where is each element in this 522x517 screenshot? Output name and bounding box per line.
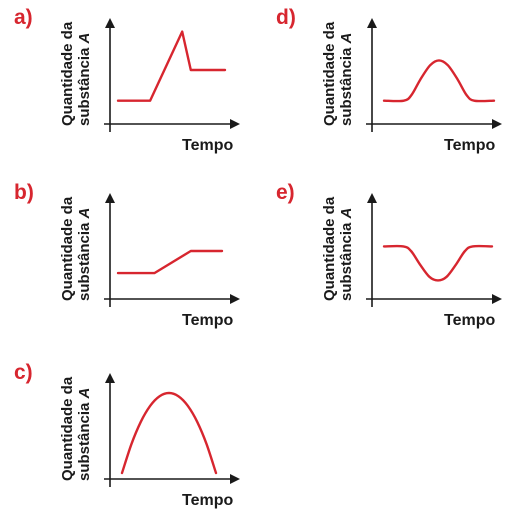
series-line-c-0 bbox=[120, 391, 218, 475]
chart-panel-b: b) Quantidade da substância A Tempo bbox=[0, 175, 250, 340]
y-axis-label-line1: Quantidade da bbox=[321, 196, 338, 301]
series-line-a-0 bbox=[116, 30, 227, 102]
chart-panel-c: c) Quantidade da substância A Tempo bbox=[0, 355, 250, 517]
y-axis-arrow-icon bbox=[105, 18, 115, 28]
x-axis-label-c: Tempo bbox=[182, 492, 233, 509]
chart-panel-a: a) Quantidade da substância A Tempo bbox=[0, 0, 250, 165]
panel-letter-c: c) bbox=[14, 361, 33, 384]
series-line-e-0 bbox=[382, 244, 494, 282]
y-axis-label-line2: substância A bbox=[76, 208, 93, 301]
panel-letter-d: d) bbox=[276, 6, 296, 29]
series-line-b-0 bbox=[116, 249, 224, 275]
x-axis-arrow-icon bbox=[230, 474, 240, 484]
y-axis-label-line2: substância A bbox=[338, 33, 355, 126]
y-axis-label-c: Quantidade da substância A bbox=[59, 376, 93, 481]
x-axis-label-d: Tempo bbox=[444, 137, 495, 154]
y-axis-arrow-icon bbox=[105, 373, 115, 383]
x-axis-arrow-icon bbox=[492, 119, 502, 129]
y-axis-label-line2: substância A bbox=[76, 33, 93, 126]
x-axis-label-b: Tempo bbox=[182, 312, 233, 329]
chart-svg-e: e) Quantidade da substância A Tempo bbox=[276, 181, 502, 329]
y-axis-label-line1: Quantidade da bbox=[321, 21, 338, 126]
chart-svg-d: d) Quantidade da substância A Tempo bbox=[276, 6, 502, 154]
y-axis-arrow-icon bbox=[367, 18, 377, 28]
x-axis-label-e: Tempo bbox=[444, 312, 495, 329]
chart-svg-a: a) Quantidade da substância A Tempo bbox=[14, 6, 240, 154]
y-axis-label-line1: Quantidade da bbox=[59, 376, 76, 481]
chart-svg-c: c) Quantidade da substância A Tempo bbox=[14, 361, 240, 509]
y-axis-arrow-icon bbox=[105, 193, 115, 203]
panel-letter-a: a) bbox=[14, 6, 33, 29]
x-axis-arrow-icon bbox=[230, 294, 240, 304]
y-axis-label-e: Quantidade da substância A bbox=[321, 196, 355, 301]
y-axis-label-line2: substância A bbox=[338, 208, 355, 301]
panel-letter-e: e) bbox=[276, 181, 295, 204]
y-axis-label-a: Quantidade da substância A bbox=[59, 21, 93, 126]
chart-panel-d: d) Quantidade da substância A Tempo bbox=[262, 0, 512, 165]
chart-svg-b: b) Quantidade da substância A Tempo bbox=[14, 181, 240, 329]
x-axis-label-a: Tempo bbox=[182, 137, 233, 154]
x-axis-arrow-icon bbox=[230, 119, 240, 129]
chart-panel-e: e) Quantidade da substância A Tempo bbox=[262, 175, 512, 340]
series-line-d-0 bbox=[382, 59, 496, 103]
y-axis-label-line1: Quantidade da bbox=[59, 196, 76, 301]
panel-letter-b: b) bbox=[14, 181, 34, 204]
y-axis-label-b: Quantidade da substância A bbox=[59, 196, 93, 301]
y-axis-label-line2: substância A bbox=[76, 388, 93, 481]
y-axis-arrow-icon bbox=[367, 193, 377, 203]
y-axis-label-line1: Quantidade da bbox=[59, 21, 76, 126]
y-axis-label-d: Quantidade da substância A bbox=[321, 21, 355, 126]
x-axis-arrow-icon bbox=[492, 294, 502, 304]
